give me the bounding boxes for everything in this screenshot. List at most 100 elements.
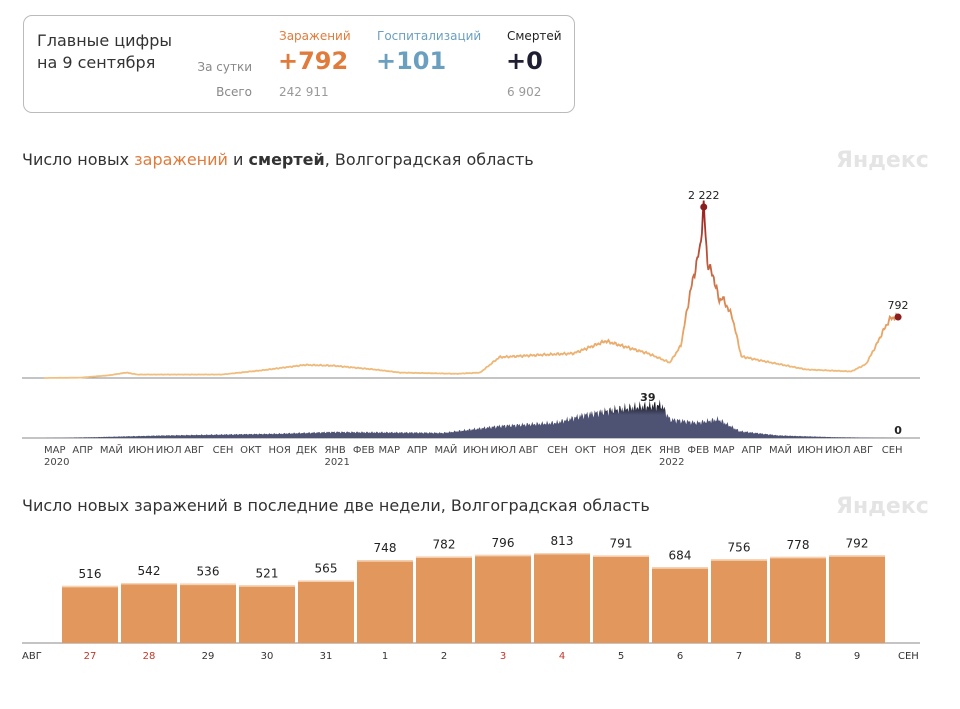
- bar-value-label: 791: [610, 536, 633, 550]
- hospitalizations-day-value: +101: [376, 47, 447, 75]
- bar: [62, 585, 118, 643]
- x-tick-label: МАР: [713, 445, 735, 456]
- deaths-label: Смертей: [507, 29, 562, 43]
- bar-value-label: 684: [669, 548, 692, 562]
- x-tick-label: ЯНВ: [324, 445, 345, 456]
- bar-value-label: 542: [138, 564, 161, 578]
- bar-value-label: 565: [315, 561, 338, 575]
- bar-top: [239, 585, 295, 587]
- x-start-label: АВГ: [22, 651, 42, 662]
- bar: [652, 567, 708, 643]
- x-tick-label: АПР: [407, 445, 427, 456]
- title-text: Число новых: [22, 150, 135, 169]
- bar: [180, 583, 236, 643]
- bar-value-label: 792: [846, 536, 869, 550]
- x-tick-label: 27: [84, 651, 97, 662]
- x-tick-label: 8: [795, 651, 801, 662]
- infections-total-value: 242 911: [279, 85, 329, 99]
- title-text: и: [227, 150, 249, 169]
- x-tick-label: 28: [143, 651, 156, 662]
- summary-card: Главные цифры на 9 сентября За сутки Все…: [23, 15, 575, 113]
- bar-top: [357, 560, 413, 562]
- deaths-day-value: +0: [506, 47, 543, 75]
- x-tick-label: ИЮН: [797, 445, 823, 456]
- bar-chart-title: Число новых заражений в последние две не…: [22, 496, 650, 515]
- bar: [711, 559, 767, 643]
- x-tick-label: ИЮЛ: [825, 445, 851, 456]
- annotation-label: 0: [894, 424, 902, 437]
- x-tick-label: ДЕК: [631, 445, 652, 456]
- x-tick-label: 6: [677, 651, 683, 662]
- x-tick-label: ОКТ: [575, 445, 597, 456]
- yandex-logo: Яндекс: [836, 494, 929, 519]
- bar-value-label: 748: [374, 541, 397, 555]
- bar-value-label: 778: [787, 538, 810, 552]
- x-tick-label: АВГ: [184, 445, 204, 456]
- x-tick-label: ФЕВ: [353, 445, 375, 456]
- infections-line: [43, 200, 899, 379]
- x-tick-label: НОЯ: [269, 445, 291, 456]
- year-tick-label: 2022: [659, 457, 684, 468]
- summary-title-line2: на 9 сентября: [37, 53, 156, 72]
- bar: [416, 556, 472, 643]
- year-tick-label: 2020: [44, 457, 69, 468]
- bar-top: [770, 556, 826, 559]
- bar-top: [416, 556, 472, 558]
- annotation-label: 39: [640, 391, 655, 404]
- x-tick-label: ИЮН: [128, 445, 154, 456]
- x-tick-label: ИЮН: [463, 445, 489, 456]
- bar-value-label: 782: [433, 537, 456, 551]
- bar-top: [534, 553, 590, 555]
- x-tick-label: ОКТ: [240, 445, 262, 456]
- x-tick-label: ДЕК: [296, 445, 317, 456]
- x-tick-label: АПР: [72, 445, 92, 456]
- title-text: , Волгоградская область: [324, 150, 534, 169]
- x-tick-label: 29: [202, 651, 215, 662]
- annotation-label: 2 222: [688, 189, 720, 202]
- bar-top: [593, 555, 649, 557]
- x-tick-label: 9: [854, 651, 860, 662]
- x-tick-label: АВГ: [519, 445, 539, 456]
- peak-marker: [894, 313, 902, 321]
- x-tick-label: СЕН: [213, 445, 234, 456]
- x-tick-label: АПР: [741, 445, 761, 456]
- bar-top: [121, 583, 177, 585]
- infections-day-value: +792: [278, 47, 349, 75]
- x-tick-label: АВГ: [853, 445, 873, 456]
- bar-top: [652, 567, 708, 569]
- bar-value-label: 521: [256, 566, 279, 580]
- bar: [357, 560, 413, 643]
- hospitalizations-label: Госпитализаций: [377, 29, 482, 43]
- bar-top: [829, 555, 885, 557]
- x-tick-label: НОЯ: [603, 445, 625, 456]
- title-infections: заражений: [134, 150, 228, 169]
- total-label: Всего: [216, 85, 252, 99]
- bar: [770, 556, 826, 643]
- bar-top: [180, 583, 236, 586]
- annotation-label: 792: [888, 299, 909, 312]
- x-end-label: СЕН: [898, 651, 919, 662]
- line-chart-title: Число новых заражений и смертей, Волгогр…: [22, 150, 534, 169]
- bar-value-label: 813: [551, 534, 574, 548]
- title-deaths: смертей: [248, 150, 325, 169]
- bar: [829, 555, 885, 643]
- bar-top: [475, 554, 531, 557]
- bar-top: [711, 559, 767, 561]
- x-tick-label: 30: [261, 651, 274, 662]
- x-tick-label: ИЮЛ: [156, 445, 182, 456]
- bar-value-label: 536: [197, 565, 220, 579]
- peak-marker: [700, 203, 708, 211]
- year-tick-label: 2021: [324, 457, 349, 468]
- x-tick-label: 31: [320, 651, 333, 662]
- x-tick-label: СЕН: [547, 445, 568, 456]
- summary-title-line1: Главные цифры: [37, 31, 172, 50]
- bar-top: [298, 580, 354, 582]
- x-tick-label: МАР: [379, 445, 401, 456]
- yandex-logo: Яндекс: [836, 148, 929, 173]
- x-tick-label: 1: [382, 651, 388, 662]
- bar-value-label: 796: [492, 536, 515, 550]
- x-tick-label: СЕН: [882, 445, 903, 456]
- x-tick-label: ФЕВ: [687, 445, 709, 456]
- bar: [593, 555, 649, 643]
